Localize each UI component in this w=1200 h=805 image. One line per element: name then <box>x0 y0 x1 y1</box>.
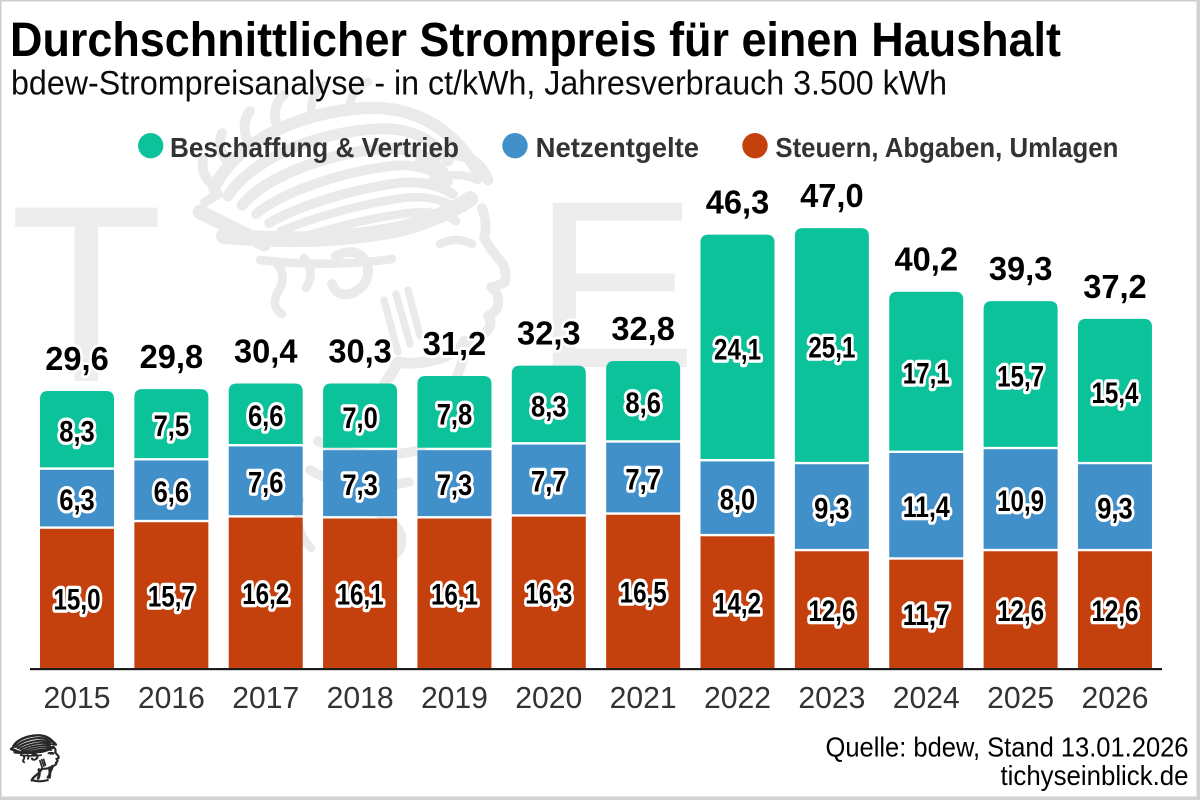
svg-text:32,8: 32,8 <box>611 311 675 348</box>
svg-text:14,2: 14,2 <box>714 587 761 620</box>
svg-text:2024: 2024 <box>893 680 960 715</box>
svg-text:29,6: 29,6 <box>45 341 109 378</box>
svg-text:31,2: 31,2 <box>423 326 487 363</box>
svg-text:7,3: 7,3 <box>437 469 473 502</box>
svg-text:7,6: 7,6 <box>248 467 284 500</box>
svg-text:15,0: 15,0 <box>54 584 101 617</box>
svg-text:12,6: 12,6 <box>808 595 855 628</box>
svg-text:Netzentgelte: Netzentgelte <box>536 132 700 163</box>
svg-text:17,1: 17,1 <box>903 358 950 391</box>
svg-text:tichyseinblick.de: tichyseinblick.de <box>1001 760 1189 791</box>
svg-text:6,3: 6,3 <box>59 484 95 517</box>
svg-text:6,6: 6,6 <box>154 476 190 509</box>
svg-text:2025: 2025 <box>987 680 1054 715</box>
svg-text:2019: 2019 <box>421 680 488 715</box>
svg-text:2026: 2026 <box>1081 680 1148 715</box>
svg-text:7,0: 7,0 <box>342 402 378 435</box>
svg-text:12,6: 12,6 <box>997 595 1044 628</box>
svg-text:7,8: 7,8 <box>437 398 473 431</box>
svg-text:Steuern, Abgaben, Umlagen: Steuern, Abgaben, Umlagen <box>775 132 1118 163</box>
svg-text:bdew-Strompreisanalyse - in ct: bdew-Strompreisanalyse - in ct/kWh, Jahr… <box>11 65 947 103</box>
svg-text:2015: 2015 <box>44 680 111 715</box>
svg-text:47,0: 47,0 <box>800 178 864 215</box>
svg-text:Durchschnittlicher Strompreis: Durchschnittlicher Strompreis für einen … <box>10 14 1061 67</box>
svg-text:16,5: 16,5 <box>620 577 667 610</box>
svg-text:30,3: 30,3 <box>328 333 392 370</box>
svg-text:9,3: 9,3 <box>814 492 850 525</box>
svg-text:15,4: 15,4 <box>1091 377 1138 410</box>
svg-text:12,6: 12,6 <box>1091 595 1138 628</box>
svg-text:8,3: 8,3 <box>59 416 95 449</box>
svg-text:Quelle: bdew, Stand 13.01.2026: Quelle: bdew, Stand 13.01.2026 <box>826 732 1189 763</box>
svg-text:2022: 2022 <box>704 680 771 715</box>
svg-text:2021: 2021 <box>610 680 677 715</box>
svg-text:9,3: 9,3 <box>1097 492 1133 525</box>
svg-text:11,4: 11,4 <box>903 491 950 524</box>
svg-text:8,0: 8,0 <box>720 484 756 517</box>
svg-text:11,7: 11,7 <box>903 599 950 632</box>
svg-text:16,2: 16,2 <box>242 578 289 611</box>
svg-text:8,6: 8,6 <box>625 387 661 420</box>
svg-text:30,4: 30,4 <box>234 333 298 370</box>
svg-text:39,3: 39,3 <box>989 251 1053 288</box>
svg-text:Beschaffung & Vertrieb: Beschaffung & Vertrieb <box>170 132 459 163</box>
svg-text:10,9: 10,9 <box>997 485 1044 518</box>
svg-text:32,3: 32,3 <box>517 316 581 353</box>
svg-text:15,7: 15,7 <box>997 360 1044 393</box>
svg-text:15,7: 15,7 <box>148 580 195 613</box>
svg-text:2017: 2017 <box>232 680 299 715</box>
svg-text:2018: 2018 <box>327 680 394 715</box>
svg-text:16,1: 16,1 <box>337 579 384 612</box>
svg-text:7,7: 7,7 <box>625 463 661 496</box>
svg-text:7,7: 7,7 <box>531 465 567 498</box>
svg-text:40,2: 40,2 <box>894 242 958 279</box>
svg-text:25,1: 25,1 <box>808 331 855 364</box>
svg-text:29,8: 29,8 <box>140 339 204 376</box>
svg-text:7,5: 7,5 <box>154 410 190 443</box>
svg-text:7,3: 7,3 <box>342 469 378 502</box>
svg-text:16,3: 16,3 <box>525 578 572 611</box>
svg-text:8,3: 8,3 <box>531 390 567 423</box>
svg-text:16,1: 16,1 <box>431 579 478 612</box>
svg-text:2020: 2020 <box>515 680 582 715</box>
svg-text:2023: 2023 <box>798 680 865 715</box>
svg-text:46,3: 46,3 <box>706 185 770 222</box>
svg-text:6,6: 6,6 <box>248 400 284 433</box>
svg-text:37,2: 37,2 <box>1083 269 1147 306</box>
svg-text:2016: 2016 <box>138 680 205 715</box>
svg-text:24,1: 24,1 <box>714 333 761 366</box>
